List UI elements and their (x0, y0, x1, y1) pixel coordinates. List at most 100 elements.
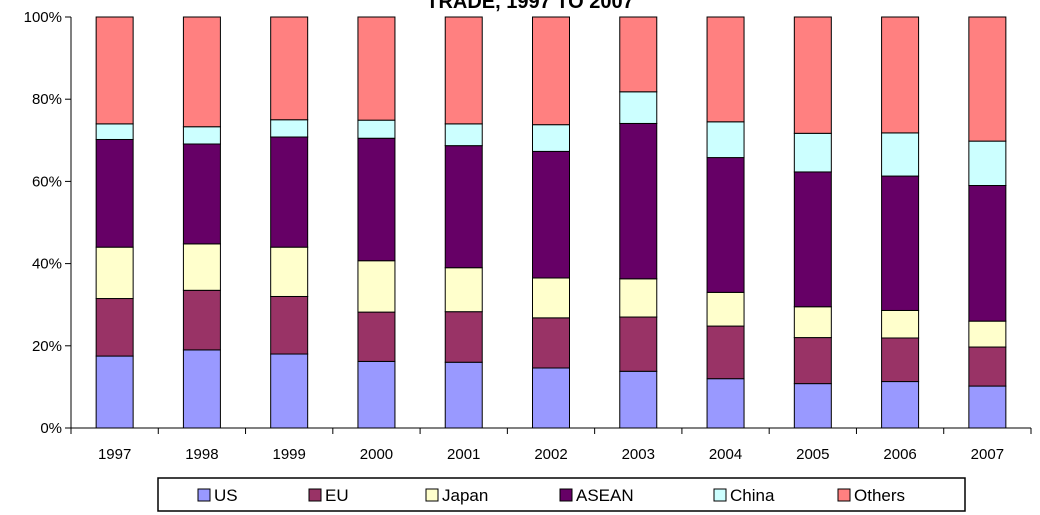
bar-segment-others-2003 (619, 16, 658, 93)
bar-segment-japan-1997 (95, 246, 134, 300)
bar-segment-others-2000 (357, 16, 396, 121)
bar-segment-eu-2006 (881, 337, 920, 383)
bar-segment-china-2000 (357, 119, 396, 139)
x-tick-label: 2007 (971, 446, 1004, 463)
chart-title: TRADE, 1997 TO 2007 (426, 0, 634, 13)
bar-segment-eu-2001 (444, 311, 483, 363)
legend-label-china: China (730, 486, 775, 505)
bar-segment-asean-2005 (793, 171, 832, 308)
legend-swatch-others (837, 488, 851, 502)
bar-segment-us-1998 (182, 349, 221, 429)
bar-segment-china-1997 (95, 123, 134, 140)
bar-segment-asean-1999 (270, 136, 309, 248)
x-tick-label: 2000 (360, 446, 393, 463)
bar-segment-us-1999 (270, 353, 309, 429)
x-tick-label: 2002 (534, 446, 567, 463)
bar-segment-others-2001 (444, 16, 483, 125)
legend-swatch-eu (308, 488, 322, 502)
bar-segment-japan-2004 (706, 291, 745, 327)
bar-segment-eu-1999 (270, 295, 309, 355)
legend-swatch-japan (425, 488, 439, 502)
x-axis: 1997 1998 1999 2000 2001 2002 2003 2004 2005 2006… (70, 427, 1032, 463)
y-tick-label: 60% (32, 173, 62, 190)
bar-segment-china-2005 (793, 132, 832, 173)
bar-segment-us-2003 (619, 370, 658, 429)
bar-segment-asean-2006 (881, 175, 920, 311)
bar-segment-others-2002 (532, 16, 570, 126)
bar-segment-asean-1998 (182, 143, 221, 245)
legend-swatch-asean (559, 488, 573, 502)
bar-segment-others-2007 (968, 16, 1007, 142)
bar-segment-eu-2004 (706, 325, 745, 380)
x-tick-label: 1998 (185, 446, 218, 463)
bar-segment-us-2000 (357, 360, 396, 429)
legend: US EU Japan ASEAN China Others (157, 477, 966, 512)
bar-segment-eu-2003 (619, 316, 658, 372)
legend-swatch-us (197, 488, 211, 502)
x-tick-label: 1997 (98, 446, 131, 463)
bar-segment-asean-2002 (532, 150, 570, 279)
bar-segment-others-1998 (182, 16, 221, 128)
x-tick-label: 2003 (622, 446, 655, 463)
bar-segment-china-2007 (968, 140, 1007, 187)
bar-segment-others-1997 (95, 16, 134, 125)
bar-segment-us-1997 (95, 355, 134, 429)
x-tick-label: 2005 (796, 446, 829, 463)
bar-segment-asean-2003 (619, 122, 658, 280)
y-tick-label: 0% (40, 420, 62, 437)
bar-segment-us-2007 (968, 385, 1007, 429)
bar-segment-eu-1998 (182, 289, 221, 351)
x-tick-label: 1999 (272, 446, 305, 463)
bar-segment-eu-1997 (95, 298, 134, 357)
bar-segment-china-1999 (270, 119, 309, 138)
bar-segment-japan-1999 (270, 246, 309, 297)
y-axis: 0% 20% 40% 60% 80% 100% (24, 9, 72, 437)
plot-area (95, 16, 1007, 429)
bar-segment-eu-2002 (532, 317, 570, 369)
bar-segment-others-2006 (881, 16, 920, 134)
bar-segment-china-2002 (532, 124, 570, 152)
bar-segment-asean-2001 (444, 145, 483, 269)
bar-segment-china-1998 (182, 126, 221, 145)
bar-segment-japan-2002 (532, 277, 570, 319)
bar-segment-others-1999 (270, 16, 309, 121)
bar-segment-china-2001 (444, 123, 483, 147)
y-tick-label: 40% (32, 256, 62, 273)
bar-segment-us-2006 (881, 381, 920, 429)
x-tick-label: 2004 (709, 446, 742, 463)
y-tick-label: 20% (32, 338, 62, 355)
bar-segment-china-2003 (619, 91, 658, 124)
bar-segment-others-2005 (793, 16, 832, 134)
y-tick-label: 80% (32, 91, 62, 108)
bar-segment-japan-1998 (182, 243, 221, 291)
bar-segment-us-2004 (706, 378, 745, 429)
bar-segment-asean-2004 (706, 157, 745, 293)
bar-segment-asean-2007 (968, 185, 1007, 322)
legend-label-eu: EU (325, 486, 349, 505)
bar-segment-us-2002 (532, 367, 570, 429)
legend-label-others: Others (854, 486, 905, 505)
x-tick-label: 2006 (883, 446, 916, 463)
bar-segment-china-2004 (706, 121, 745, 159)
x-tick-label: 2001 (447, 446, 480, 463)
bar-segment-others-2004 (706, 16, 745, 123)
bar-segment-japan-2006 (881, 309, 920, 339)
bar-segment-eu-2000 (357, 311, 396, 362)
y-tick-label: 100% (24, 9, 62, 26)
legend-swatch-china (713, 488, 727, 502)
bar-segment-eu-2007 (968, 346, 1007, 387)
bar-segment-asean-1997 (95, 138, 134, 248)
bar-segment-japan-2005 (793, 306, 832, 339)
bar-segment-asean-2000 (357, 137, 396, 262)
bar-segment-eu-2005 (793, 337, 832, 385)
legend-label-us: US (214, 486, 238, 505)
bar-segment-us-2005 (793, 383, 832, 429)
bar-segment-japan-2001 (444, 267, 483, 313)
bar-segment-us-2001 (444, 361, 483, 429)
legend-label-asean: ASEAN (576, 486, 634, 505)
bar-segment-japan-2007 (968, 320, 1007, 348)
legend-label-japan: Japan (442, 486, 488, 505)
bar-segment-japan-2003 (619, 278, 658, 318)
bar-segment-japan-2000 (357, 260, 396, 313)
